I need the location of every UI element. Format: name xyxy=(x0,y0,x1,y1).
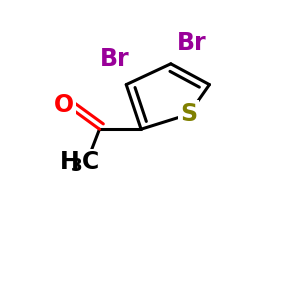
Text: S: S xyxy=(180,102,197,126)
Text: Br: Br xyxy=(100,47,129,71)
Text: O: O xyxy=(54,93,74,117)
Text: Br: Br xyxy=(177,31,206,55)
Text: C: C xyxy=(82,150,99,174)
Text: H: H xyxy=(60,150,80,174)
Text: 3: 3 xyxy=(71,157,83,175)
